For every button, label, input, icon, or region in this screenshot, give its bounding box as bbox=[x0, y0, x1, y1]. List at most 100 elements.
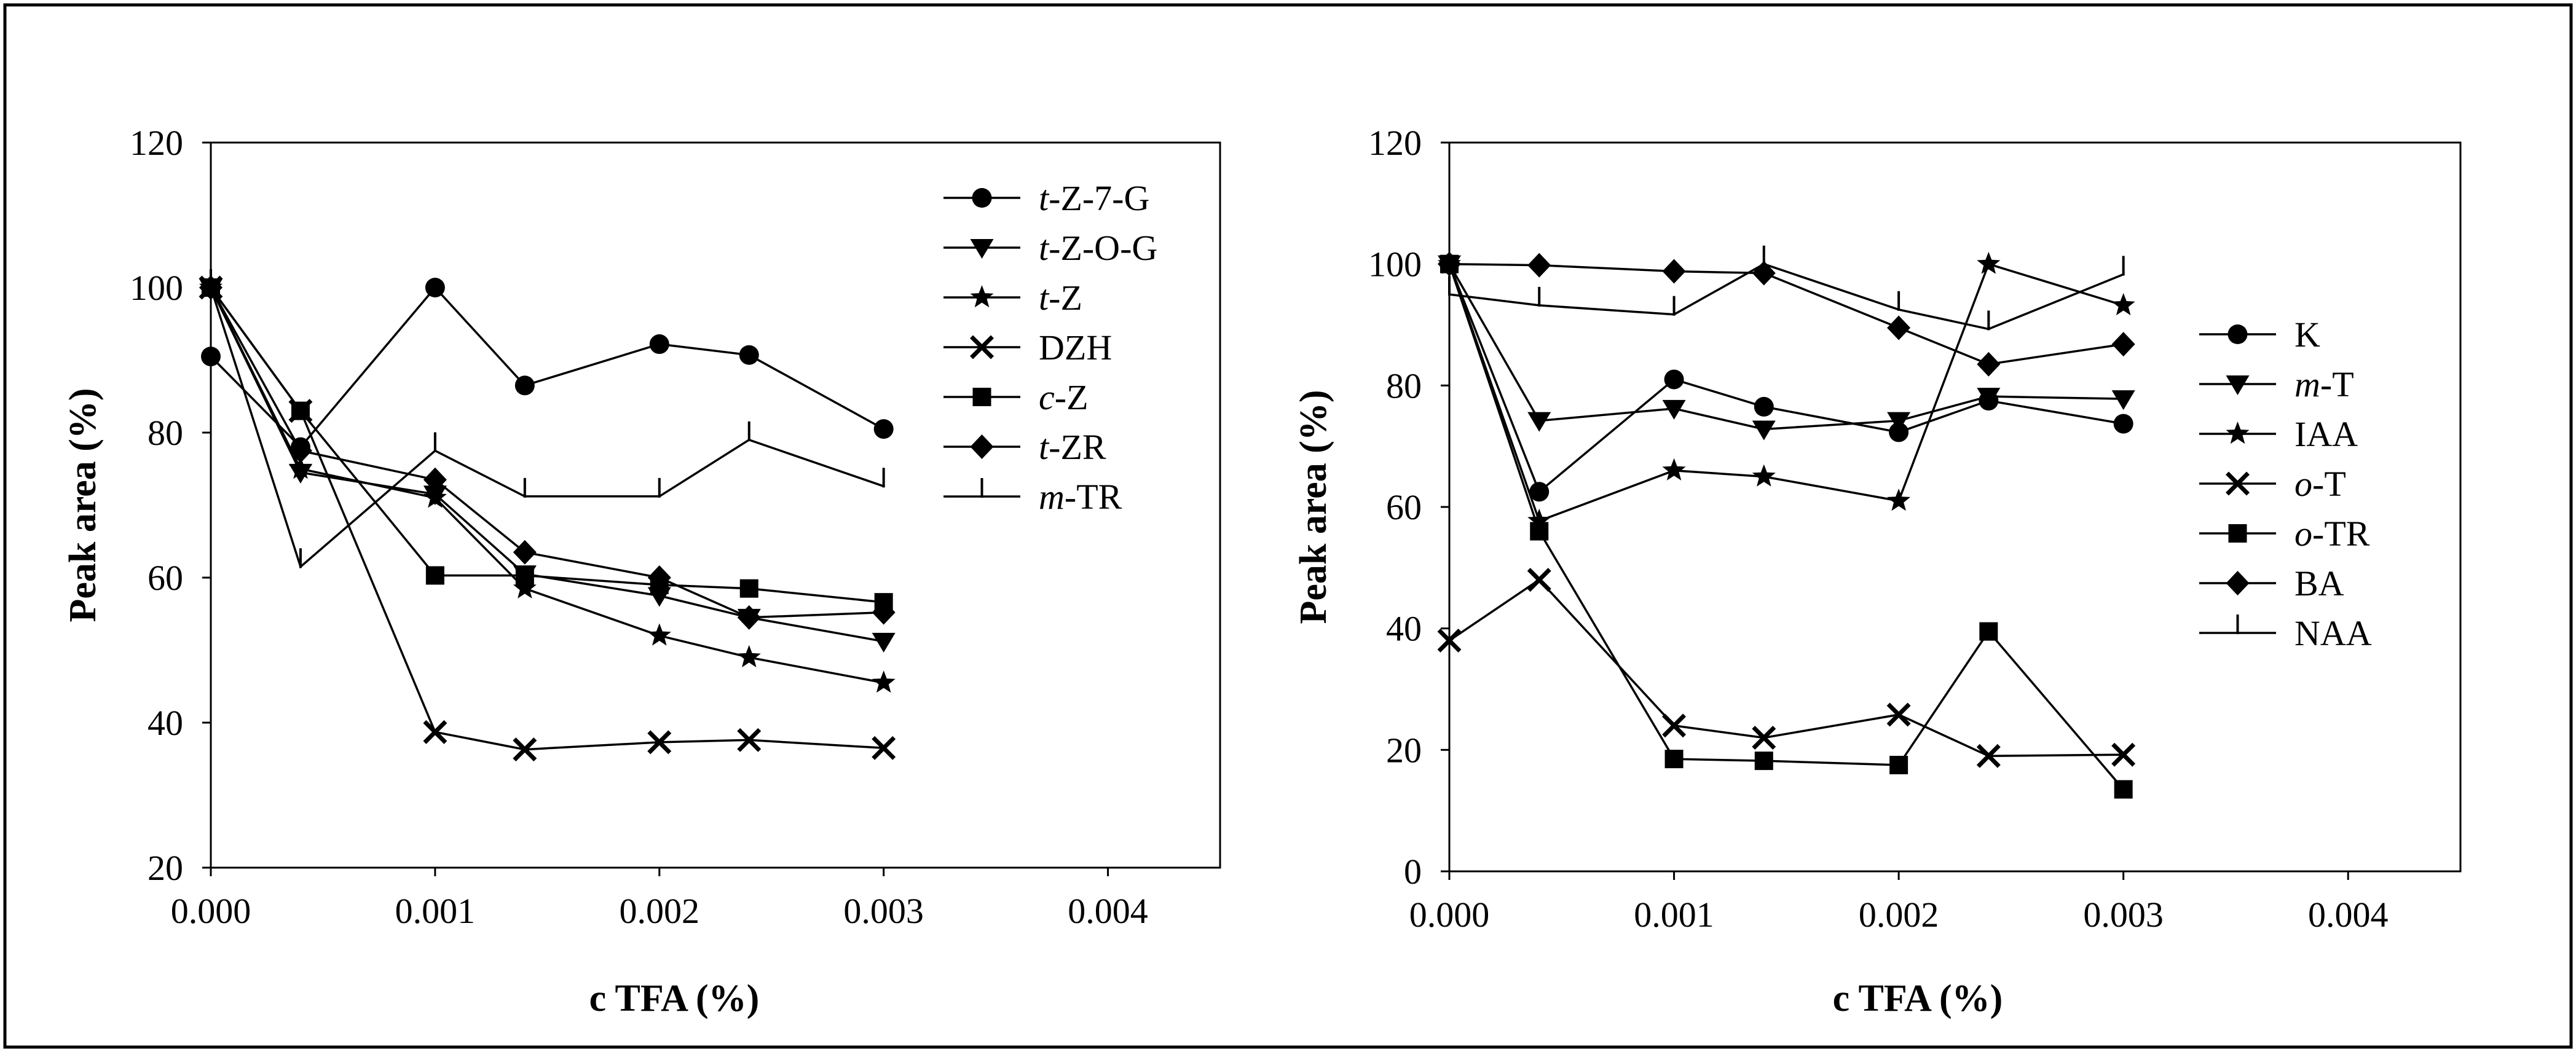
data-point bbox=[1438, 251, 1461, 277]
right-chart: 0 20 40 60 80 100 120 0.000 0.001 0.002 0.003 0.004… bbox=[1293, 123, 2462, 1019]
data-point bbox=[872, 600, 896, 625]
series-IAA bbox=[1438, 251, 2135, 531]
data-point bbox=[2113, 414, 2133, 434]
data-point bbox=[1754, 396, 1774, 417]
legend-marker bbox=[2226, 422, 2250, 444]
legend-label: t-ZR bbox=[1039, 427, 1106, 467]
data-point bbox=[1977, 251, 2001, 274]
data-point bbox=[872, 670, 896, 693]
legend-label: BA bbox=[2294, 563, 2344, 603]
legend-marker bbox=[970, 239, 994, 259]
y-tick-label: 80 bbox=[1386, 366, 1422, 406]
legend-item: t-ZR bbox=[943, 427, 1106, 467]
data-point bbox=[513, 540, 537, 565]
legend-marker bbox=[970, 285, 994, 308]
data-point bbox=[1752, 420, 1776, 441]
data-point bbox=[647, 623, 671, 646]
legend-item: c-Z bbox=[943, 377, 1089, 417]
data-point bbox=[201, 347, 221, 367]
x-axis-title: c TFA (%) bbox=[1833, 978, 2003, 1019]
x-tick-label: 0.000 bbox=[171, 891, 251, 931]
series-NAA bbox=[1448, 245, 2125, 331]
data-point bbox=[1437, 628, 1462, 653]
legend-label: t-Z-O-G bbox=[1039, 228, 1157, 268]
data-point bbox=[1887, 489, 1911, 511]
data-point bbox=[1664, 369, 1684, 390]
y-tick-label: 20 bbox=[1386, 730, 1422, 770]
legend-item: o-T bbox=[2199, 464, 2346, 504]
legend-marker bbox=[2226, 375, 2250, 395]
data-point bbox=[872, 632, 896, 653]
y-axis-title: Peak area (%) bbox=[62, 388, 104, 622]
data-point bbox=[1752, 464, 1776, 487]
data-point bbox=[515, 566, 534, 585]
legend-item: t-Z-O-G bbox=[943, 228, 1157, 268]
y-tick-label: 100 bbox=[130, 268, 183, 308]
y-tick-label: 40 bbox=[148, 703, 183, 743]
data-point bbox=[1529, 482, 1550, 502]
data-point bbox=[737, 728, 762, 752]
y-tick-label: 0 bbox=[1404, 852, 1422, 892]
series-m-TR bbox=[210, 269, 885, 569]
y-axis-title: Peak area (%) bbox=[1293, 390, 1334, 624]
data-point bbox=[737, 645, 761, 667]
legend-item: K bbox=[2199, 315, 2320, 355]
legend-label: m-TR bbox=[1039, 477, 1122, 517]
data-point bbox=[2114, 780, 2133, 799]
data-point bbox=[1662, 458, 1686, 481]
x-tick-label: 0.000 bbox=[1409, 895, 1490, 935]
data-point bbox=[288, 457, 312, 479]
data-point bbox=[2111, 292, 2135, 316]
x-tick-label: 0.004 bbox=[1068, 891, 1148, 931]
data-point bbox=[1527, 568, 1551, 592]
data-point bbox=[1662, 259, 1686, 284]
legend-label: c-Z bbox=[1039, 377, 1089, 417]
legend-marker bbox=[2227, 324, 2248, 344]
legend-label: t-Z-7-G bbox=[1039, 178, 1149, 218]
legend-marker bbox=[970, 434, 994, 459]
x-tick-label: 0.003 bbox=[843, 891, 924, 931]
legend-label: o-TR bbox=[2294, 514, 2370, 554]
data-point bbox=[1976, 744, 2001, 768]
data-point bbox=[1977, 351, 2001, 377]
legend-marker bbox=[972, 388, 991, 406]
legend-label: K bbox=[2294, 315, 2320, 355]
legend-label: NAA bbox=[2294, 613, 2372, 653]
legend-label: t-Z bbox=[1039, 278, 1082, 318]
data-point bbox=[647, 730, 672, 755]
y-tick-label: 40 bbox=[1386, 609, 1422, 649]
data-point bbox=[1752, 726, 1776, 750]
legend-label: o-T bbox=[2294, 464, 2346, 504]
data-point bbox=[513, 576, 537, 599]
data-point bbox=[423, 720, 447, 744]
y-tick-label: 120 bbox=[1368, 123, 1422, 163]
legend-marker bbox=[2226, 471, 2250, 496]
y-tick-label: 60 bbox=[1386, 487, 1422, 527]
data-point bbox=[1662, 399, 1686, 420]
data-point bbox=[737, 605, 761, 630]
legend-marker bbox=[970, 335, 994, 359]
data-point bbox=[649, 334, 669, 355]
data-point bbox=[872, 736, 896, 760]
x-tick-label: 0.003 bbox=[2083, 895, 2164, 935]
x-tick-label: 0.001 bbox=[1634, 895, 1714, 935]
data-point bbox=[2111, 390, 2135, 410]
data-point bbox=[425, 278, 445, 297]
legend-item: NAA bbox=[2199, 613, 2372, 653]
data-point bbox=[1886, 702, 1911, 727]
data-point bbox=[873, 419, 894, 439]
data-point bbox=[739, 345, 759, 365]
data-point bbox=[291, 401, 310, 420]
data-point bbox=[514, 375, 535, 396]
data-point bbox=[1527, 412, 1551, 432]
legend-item: IAA bbox=[2199, 414, 2358, 454]
legend-item: o-TR bbox=[2199, 514, 2370, 554]
data-point bbox=[423, 467, 447, 492]
data-point bbox=[1889, 756, 1908, 775]
data-point bbox=[1977, 388, 2001, 408]
data-point bbox=[1527, 508, 1551, 531]
data-point bbox=[2111, 742, 2136, 767]
legend-marker bbox=[972, 188, 992, 208]
x-axis-title: c TFA (%) bbox=[589, 978, 760, 1019]
